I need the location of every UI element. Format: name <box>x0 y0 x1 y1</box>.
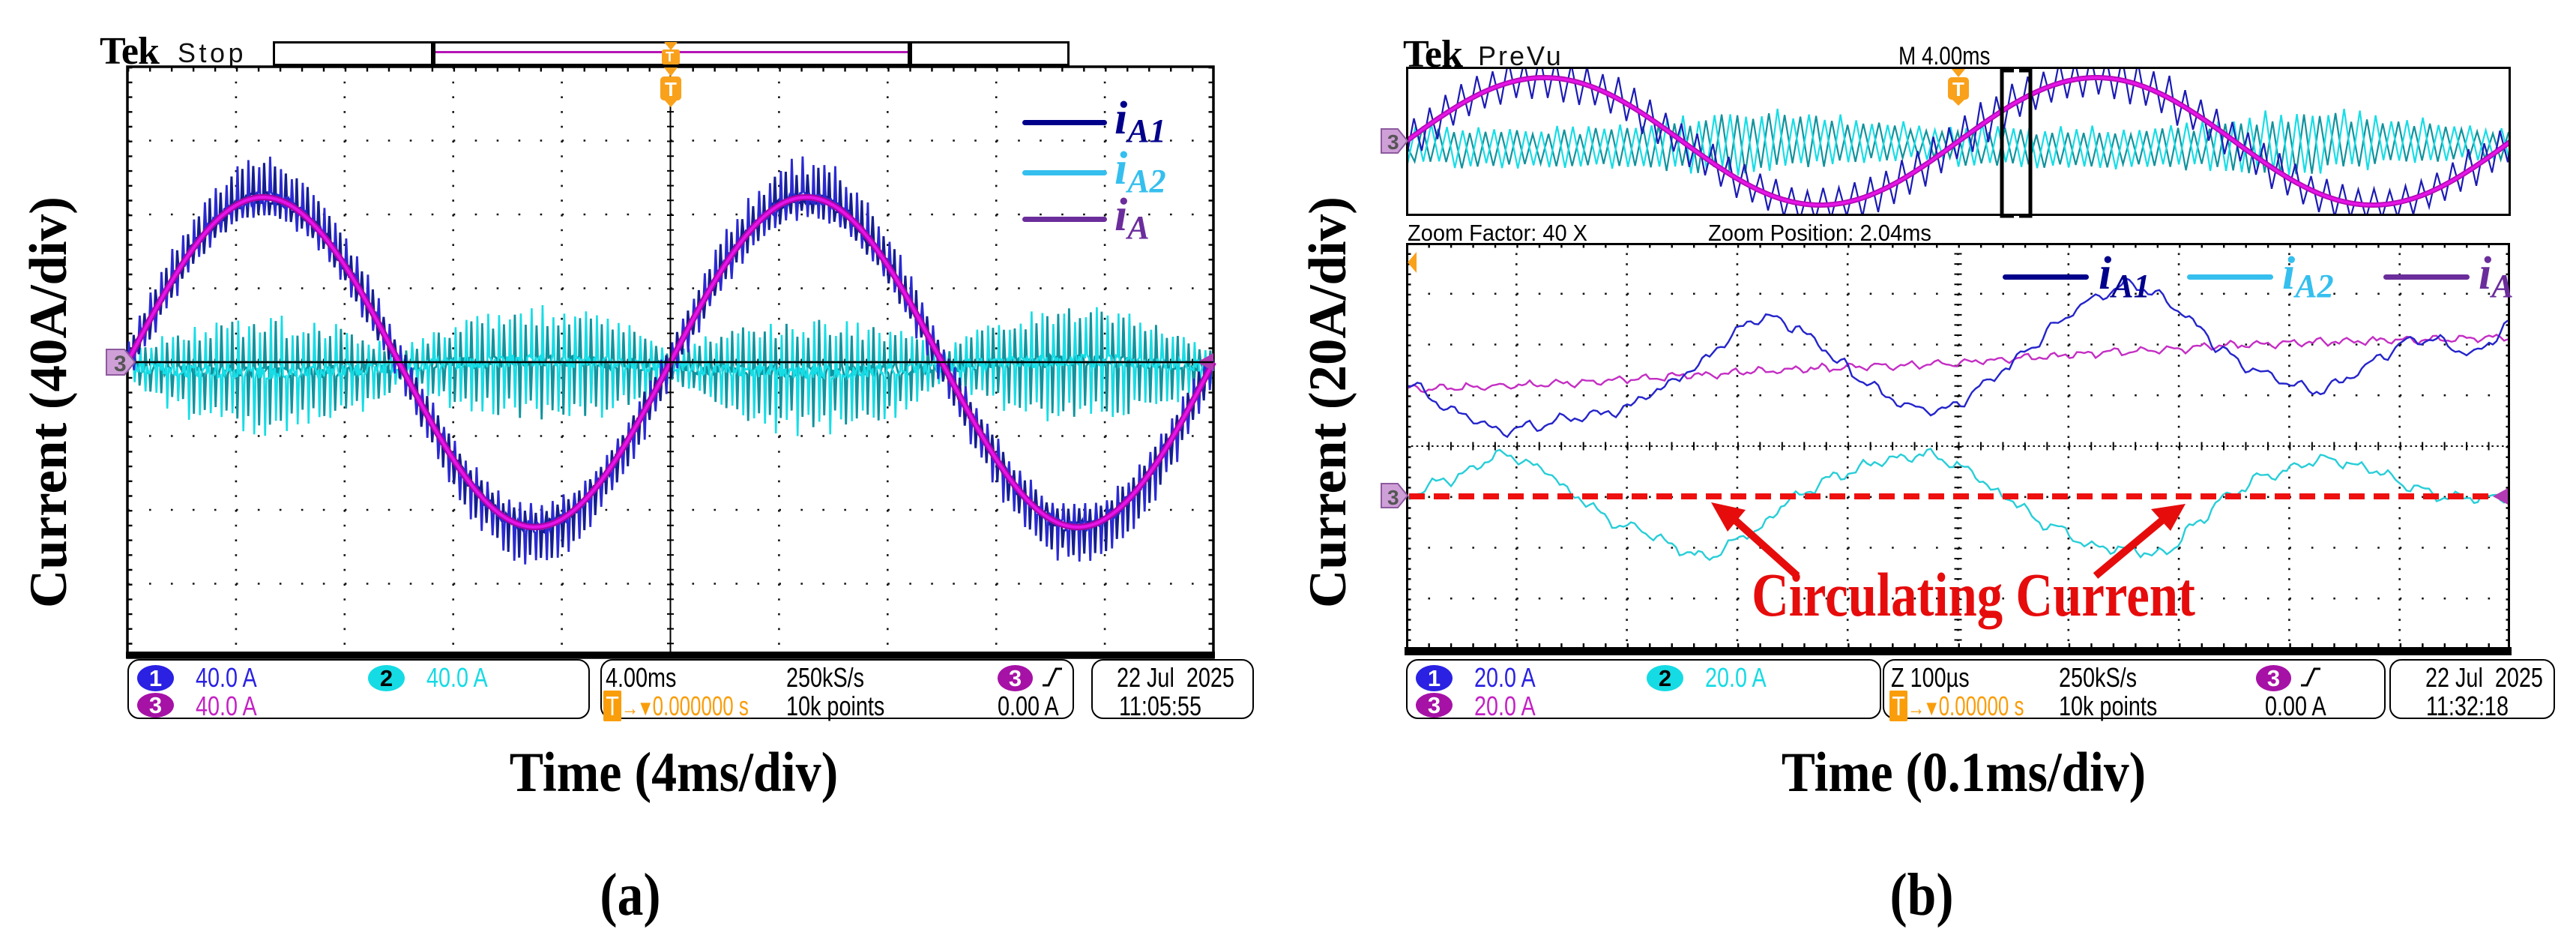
svg-text:3: 3 <box>1387 130 1399 154</box>
svg-text:3: 3 <box>114 352 127 376</box>
svg-text:T: T <box>665 78 677 100</box>
svg-text:T: T <box>1952 78 1964 100</box>
svg-text:T: T <box>666 49 674 64</box>
svg-text:3: 3 <box>1387 486 1399 509</box>
